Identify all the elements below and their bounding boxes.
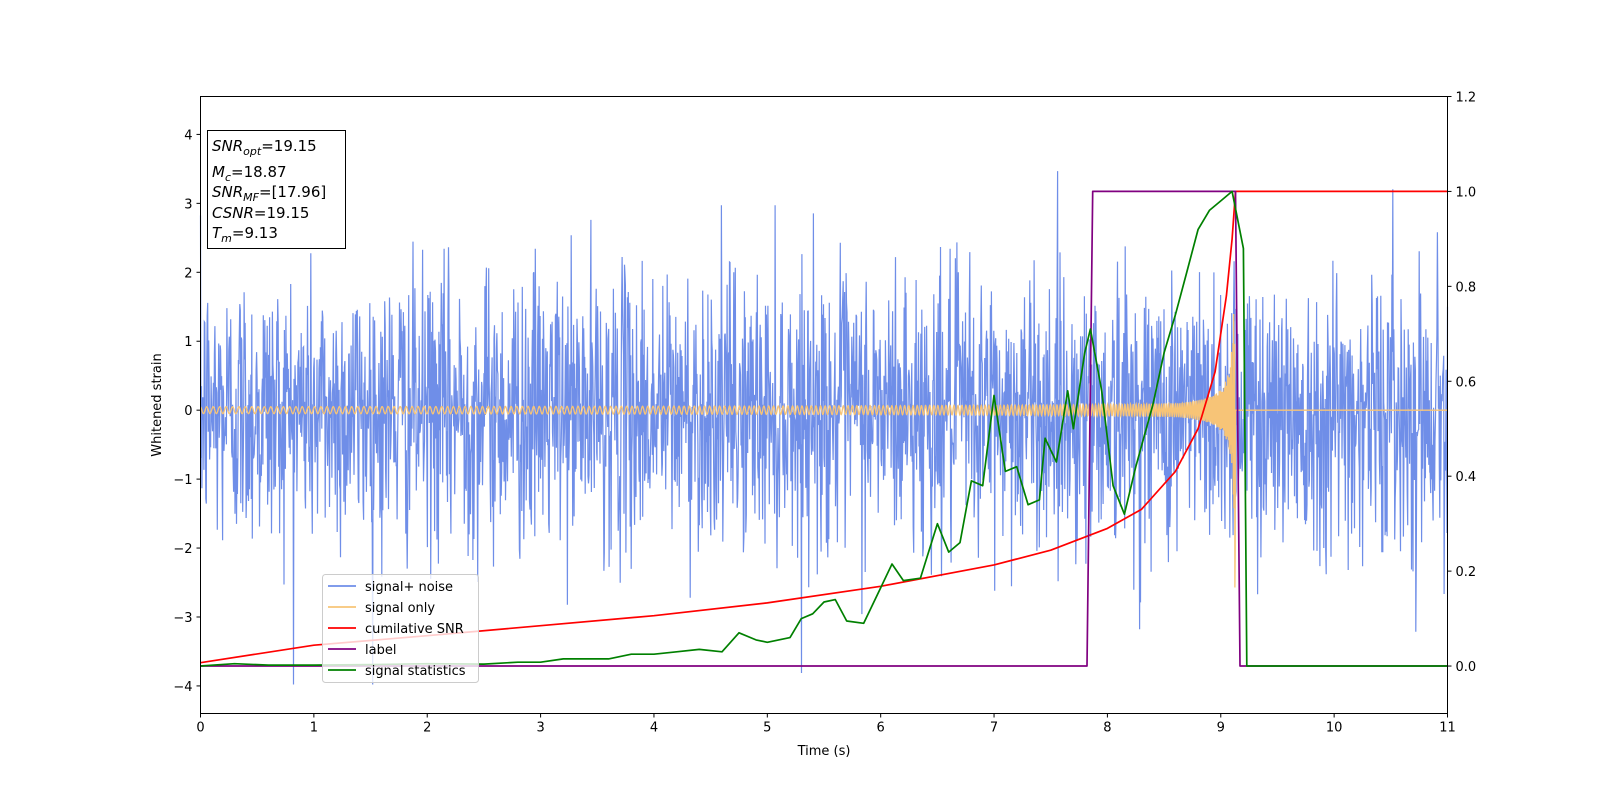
y-left-tick-label: 0 — [184, 404, 192, 419]
legend: signal+ noise signal only cumilative SNR la… — [322, 574, 479, 683]
legend-entry: signal only — [365, 601, 435, 616]
info-line: CSNR=19.15 — [212, 204, 309, 222]
legend-entry: label — [365, 643, 396, 658]
info-box-frame — [207, 130, 346, 249]
x-tick-label: 6 — [877, 721, 885, 736]
x-tick-label: 0 — [196, 721, 204, 736]
legend-entry: signal statistics — [365, 664, 466, 679]
legend-entry: cumilative SNR — [365, 622, 464, 637]
y-left-tick-label: 3 — [184, 197, 192, 212]
x-tick-label: 11 — [1439, 721, 1456, 736]
y-left-tick-label: −2 — [173, 542, 192, 557]
y-left-tick-label: −3 — [173, 611, 192, 626]
x-tick-label: 3 — [536, 721, 544, 736]
info-box: SNRopt=19.15 Mc=18.87SNRMF=[17.96]CSNR=19… — [207, 130, 346, 249]
y-left-tick-label: 2 — [184, 266, 192, 281]
right-y-axis-ticks: 0.0 0.2 0.4 0.6 0.8 1.0 1.2 — [1447, 91, 1477, 675]
x-tick-label: 10 — [1326, 721, 1343, 736]
info-line: SNRMF=[17.96] — [212, 183, 326, 204]
x-tick-label: 7 — [990, 721, 998, 736]
info-line: Mc=18.87 — [212, 163, 287, 184]
x-axis-label: Time (s) — [797, 744, 851, 759]
y-right-tick-label: 1.2 — [1456, 91, 1477, 106]
x-tick-label: 4 — [650, 721, 658, 736]
info-line: SNRopt=19.15 — [212, 137, 317, 158]
y-axis-label: Whitened strain — [150, 353, 165, 456]
y-right-tick-label: 0.0 — [1456, 660, 1477, 675]
y-left-tick-label: −4 — [173, 680, 192, 695]
y-right-tick-label: 0.2 — [1456, 565, 1477, 580]
info-line: Tm=9.13 — [212, 224, 278, 245]
legend-entry: signal+ noise — [365, 580, 453, 595]
legend-frame — [322, 574, 479, 683]
x-tick-label: 8 — [1103, 721, 1111, 736]
left-y-axis-ticks: −4 −3 −2 −1 0 1 2 3 4 — [173, 128, 201, 695]
y-left-tick-label: −1 — [173, 473, 192, 488]
series-signal-statistics — [200, 190, 1448, 667]
x-tick-label: 5 — [763, 721, 771, 736]
series-layer — [199, 171, 1449, 685]
series-signal-only — [199, 313, 1448, 588]
y-right-tick-label: 0.8 — [1456, 280, 1477, 295]
y-right-tick-label: 0.4 — [1456, 470, 1477, 485]
y-left-tick-label: 1 — [184, 335, 192, 350]
x-axis-ticks: 0 1 2 3 4 5 6 7 8 9 10 11 — [196, 713, 1456, 736]
x-tick-label: 1 — [310, 721, 318, 736]
y-right-tick-label: 1.0 — [1456, 185, 1477, 200]
series-cumulative-snr — [200, 190, 1448, 664]
x-tick-label: 2 — [423, 721, 431, 736]
x-tick-label: 9 — [1217, 721, 1225, 736]
series-signal-noise — [199, 171, 1449, 685]
plot-frame — [200, 96, 1448, 714]
y-left-tick-label: 4 — [184, 128, 192, 143]
y-right-tick-label: 0.6 — [1456, 375, 1477, 390]
